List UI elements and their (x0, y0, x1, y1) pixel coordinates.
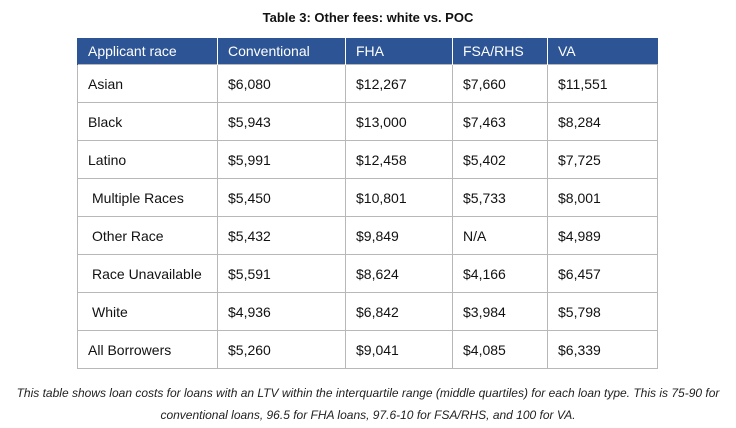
column-header-applicant-race: Applicant race (77, 38, 218, 65)
fsa-rhs-cell: $3,984 (452, 292, 548, 331)
table-row: Multiple Races $5,450 $10,801 $5,733 $8,… (77, 178, 658, 217)
va-cell: $8,001 (547, 178, 658, 217)
race-cell: White (77, 292, 218, 331)
caption-line: conventional loans, 96.5 for FHA loans, … (160, 408, 576, 422)
table-row: Latino $5,991 $12,458 $5,402 $7,725 (77, 140, 658, 179)
table-row: Black $5,943 $13,000 $7,463 $8,284 (77, 102, 658, 141)
conventional-cell: $5,260 (217, 330, 346, 369)
va-cell: $11,551 (547, 64, 658, 103)
table-caption: This table shows loan costs for loans wi… (0, 382, 736, 426)
race-cell: All Borrowers (77, 330, 218, 369)
va-cell: $6,339 (547, 330, 658, 369)
fees-table: Applicant race Conventional FHA FSA/RHS … (77, 38, 658, 369)
fha-cell: $10,801 (345, 178, 453, 217)
conventional-cell: $5,991 (217, 140, 346, 179)
table-header-row: Applicant race Conventional FHA FSA/RHS … (77, 38, 658, 65)
fsa-rhs-cell: N/A (452, 216, 548, 255)
race-cell: Asian (77, 64, 218, 103)
fsa-rhs-cell: $4,166 (452, 254, 548, 293)
fha-cell: $9,849 (345, 216, 453, 255)
race-cell: Other Race (77, 216, 218, 255)
va-cell: $6,457 (547, 254, 658, 293)
fha-cell: $8,624 (345, 254, 453, 293)
fsa-rhs-cell: $4,085 (452, 330, 548, 369)
va-cell: $5,798 (547, 292, 658, 331)
table-title: Table 3: Other fees: white vs. POC (262, 10, 474, 25)
va-cell: $7,725 (547, 140, 658, 179)
race-cell: Race Unavailable (77, 254, 218, 293)
race-cell: Latino (77, 140, 218, 179)
conventional-cell: $4,936 (217, 292, 346, 331)
table-row: Other Race $5,432 $9,849 N/A $4,989 (77, 216, 658, 255)
column-header-va: VA (547, 38, 658, 65)
fha-cell: $12,458 (345, 140, 453, 179)
va-cell: $4,989 (547, 216, 658, 255)
conventional-cell: $5,591 (217, 254, 346, 293)
table-row: Asian $6,080 $12,267 $7,660 $11,551 (77, 64, 658, 103)
fha-cell: $6,842 (345, 292, 453, 331)
fsa-rhs-cell: $5,733 (452, 178, 548, 217)
table-row: White $4,936 $6,842 $3,984 $5,798 (77, 292, 658, 331)
conventional-cell: $5,450 (217, 178, 346, 217)
race-cell: Multiple Races (77, 178, 218, 217)
fsa-rhs-cell: $7,660 (452, 64, 548, 103)
column-header-fsa-rhs: FSA/RHS (452, 38, 548, 65)
conventional-cell: $6,080 (217, 64, 346, 103)
caption-line: This table shows loan costs for loans wi… (16, 386, 720, 400)
va-cell: $8,284 (547, 102, 658, 141)
table-row: All Borrowers $5,260 $9,041 $4,085 $6,33… (77, 330, 658, 369)
fsa-rhs-cell: $7,463 (452, 102, 548, 141)
fha-cell: $9,041 (345, 330, 453, 369)
conventional-cell: $5,943 (217, 102, 346, 141)
fha-cell: $12,267 (345, 64, 453, 103)
race-cell: Black (77, 102, 218, 141)
column-header-conventional: Conventional (217, 38, 346, 65)
conventional-cell: $5,432 (217, 216, 346, 255)
table-row: Race Unavailable $5,591 $8,624 $4,166 $6… (77, 254, 658, 293)
column-header-fha: FHA (345, 38, 453, 65)
fha-cell: $13,000 (345, 102, 453, 141)
fsa-rhs-cell: $5,402 (452, 140, 548, 179)
